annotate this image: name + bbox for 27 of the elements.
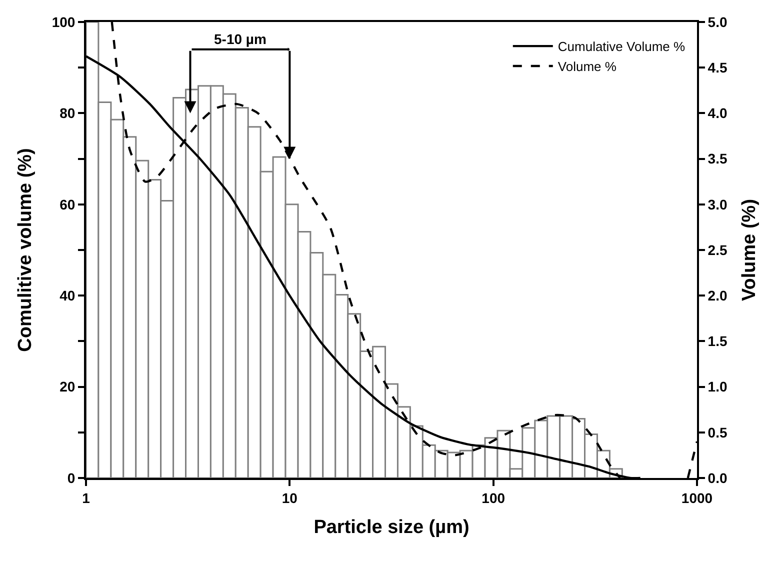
y-tick-label: 0 (67, 470, 76, 486)
y2-tick-label: 0.5 (708, 424, 728, 440)
y2-tick-label: 0.0 (708, 470, 728, 486)
y2-tick-label: 3.0 (708, 196, 728, 212)
y-tick-label: 60 (60, 196, 76, 212)
y-tick-label: 100 (52, 14, 76, 30)
legend-label: Volume % (558, 59, 617, 74)
y2-tick-label: 1.0 (708, 378, 728, 395)
y2-tick-label: 2.0 (708, 288, 728, 304)
y2-tick-label: 4.5 (708, 60, 728, 76)
y2-tick-label: 1.5 (708, 333, 728, 350)
y2-tick-label: 5.0 (708, 14, 728, 30)
x-tick-label: 100 (482, 490, 506, 506)
y2-tick-label: 3.5 (708, 150, 728, 167)
y2-tick-label: 4.0 (708, 105, 728, 122)
x-tick-label: 1 (82, 490, 90, 506)
legend-label: Cumulative Volume % (558, 39, 686, 54)
y2-axis-title: Volume (%) (738, 198, 760, 302)
y-tick-label: 80 (60, 105, 76, 122)
y-axis-title: Comulitive volume (%) (15, 148, 36, 352)
y-tick-label: 40 (60, 288, 76, 304)
annotation: 5-10 µm (214, 31, 266, 47)
y2-tick-label: 2.5 (708, 242, 728, 258)
x-tick-label: 10 (282, 490, 298, 506)
x-axis-title: Particle size (µm) (314, 517, 470, 538)
y-tick-label: 20 (60, 378, 76, 395)
x-tick-label: 1000 (681, 490, 713, 506)
